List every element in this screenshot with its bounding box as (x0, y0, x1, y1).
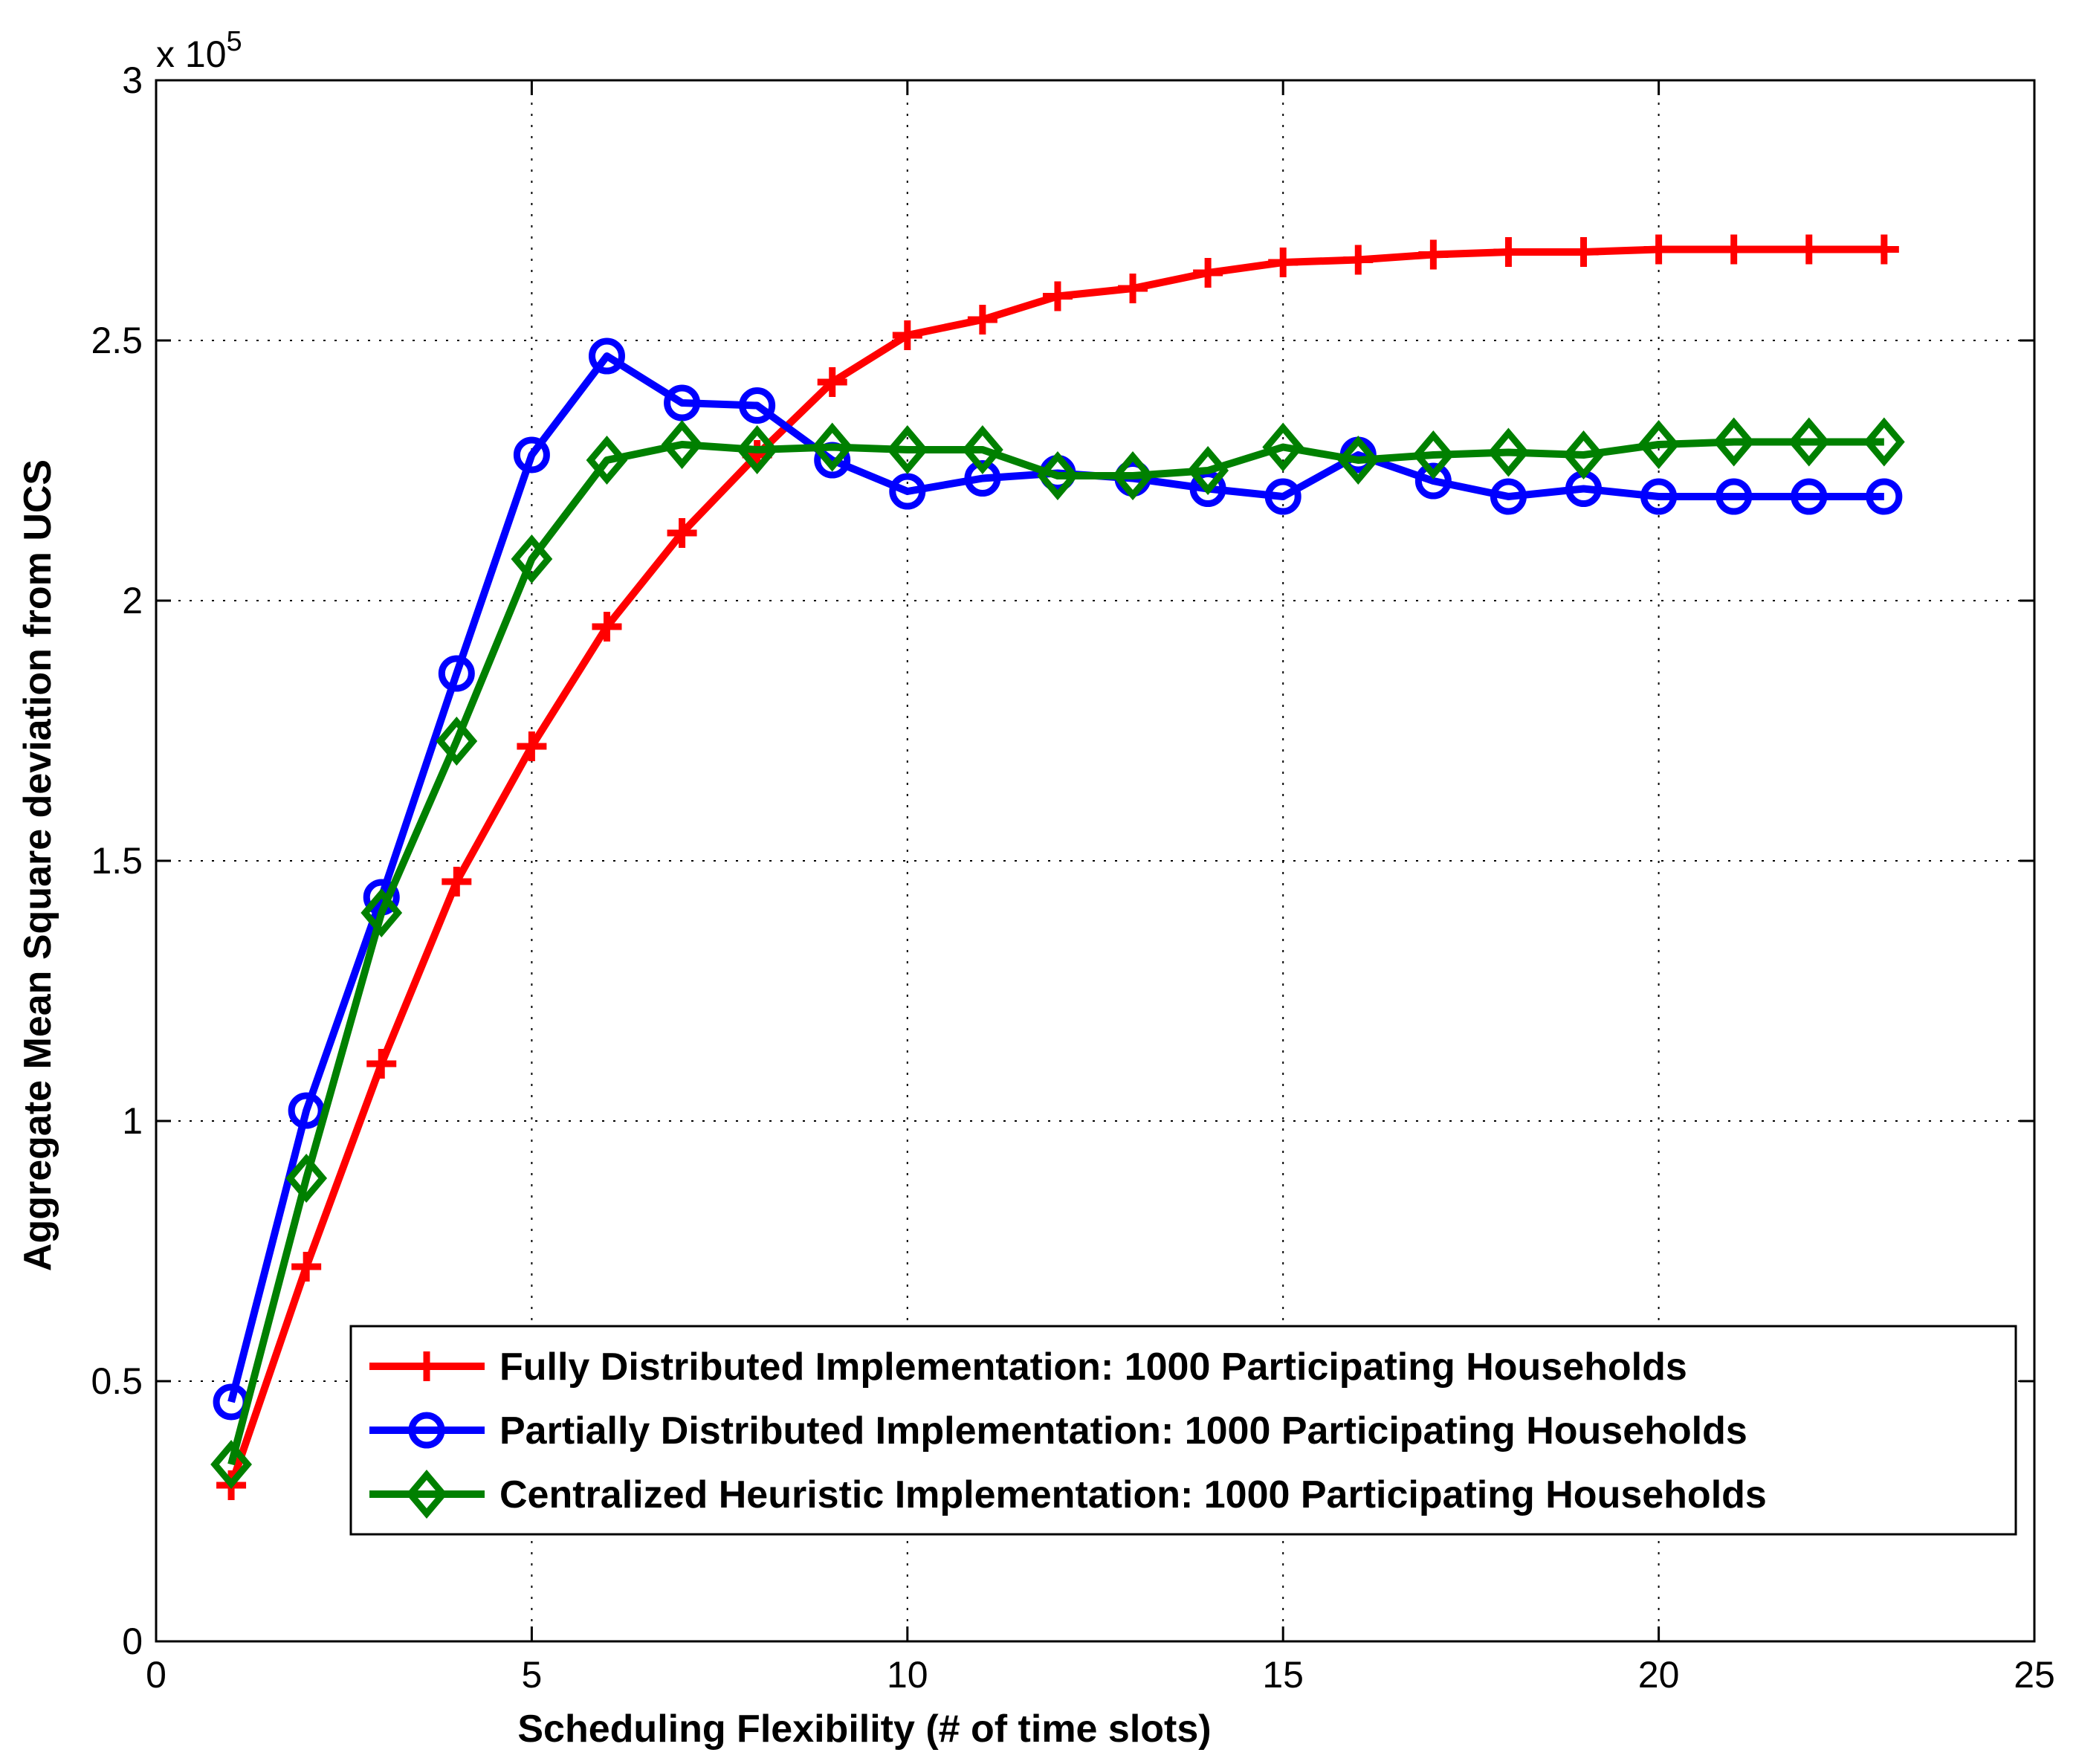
data-point-diamond (736, 425, 778, 474)
data-point-circle (1640, 478, 1678, 515)
data-point-diamond (1262, 422, 1304, 472)
legend: Fully Distributed Implementation: 1000 P… (349, 1325, 2017, 1536)
data-point-diamond (1713, 417, 1755, 467)
data-point-plus (442, 867, 472, 896)
y-tick-label: 2.5 (91, 320, 143, 361)
data-point-diamond (1112, 451, 1154, 500)
data-point-circle (1490, 478, 1527, 515)
data-point-plus (667, 518, 697, 548)
data-point-plus (967, 305, 997, 335)
legend-marker-circle (408, 1412, 445, 1449)
data-point-circle (1791, 478, 1828, 515)
data-point-plus (1568, 237, 1599, 267)
series-layer (210, 234, 1905, 1500)
data-point-plus (1268, 248, 1299, 277)
tick-labels: 0 5 10 15 20 25 0 0.5 1 1.5 2 2.5 3 (91, 59, 2054, 1696)
legend-label: Partially Distributed Implementation: 10… (499, 1409, 1747, 1453)
legend-box (349, 1325, 2017, 1536)
x-tick-label: 15 (1262, 1654, 1304, 1696)
legend-label: Fully Distributed Implementation: 1000 P… (499, 1345, 1687, 1389)
data-point-plus (517, 731, 547, 761)
data-point-plus (892, 320, 922, 350)
data-point-plus (1493, 237, 1524, 267)
data-point-diamond (811, 422, 853, 472)
x-tick-label: 25 (2014, 1654, 2055, 1696)
data-point-diamond (436, 717, 478, 766)
y-scale-base: x 10 (156, 33, 227, 75)
data-point-plus (366, 1049, 397, 1079)
x-tick-label: 20 (1638, 1654, 1680, 1696)
y-tick-label: 3 (122, 59, 143, 101)
legend-label: Centralized Heuristic Implementation: 10… (499, 1473, 1767, 1516)
data-point-diamond (1412, 430, 1455, 479)
series-diamond (210, 417, 1905, 1489)
data-point-diamond (511, 534, 553, 584)
legend-entry: Partially Distributed Implementation: 10… (369, 1409, 1747, 1453)
data-point-plus (592, 612, 622, 642)
data-point-plus (1718, 234, 1749, 265)
series-line (227, 438, 1884, 1466)
y-tick-label: 2 (122, 580, 143, 621)
legend-entry: Centralized Heuristic Implementation: 10… (369, 1470, 1767, 1519)
data-point-circle (288, 1092, 325, 1129)
data-point-circle (1716, 478, 1753, 515)
data-point-plus (1343, 245, 1374, 275)
data-point-diamond (886, 425, 928, 474)
plot-frame (155, 79, 2036, 1643)
data-point-plus (1869, 234, 1899, 265)
y-axis-title: Aggregate Mean Square deviation from UCS (16, 459, 59, 1271)
legend-entry: Fully Distributed Implementation: 1000 P… (369, 1345, 1687, 1389)
data-point-plus (1042, 281, 1073, 311)
data-point-diamond (1487, 427, 1530, 477)
data-point-plus (291, 1252, 322, 1282)
data-point-diamond (1788, 417, 1830, 467)
data-point-circle (1414, 462, 1452, 500)
y-tick-label: 0.5 (91, 1360, 143, 1402)
legend-marker-diamond (406, 1470, 447, 1519)
data-point-diamond (360, 888, 403, 937)
data-point-plus (817, 367, 847, 397)
data-point-diamond (1037, 451, 1079, 500)
data-point-plus (1193, 258, 1223, 288)
y-scale-exponent: 5 (227, 26, 242, 57)
data-point-diamond (1562, 430, 1605, 479)
data-point-plus (1118, 274, 1148, 303)
legend-entries: Fully Distributed Implementation: 1000 P… (369, 1345, 1767, 1519)
data-point-diamond (1863, 417, 1905, 467)
x-tick-label: 10 (887, 1654, 928, 1696)
data-point-plus (1418, 239, 1449, 270)
data-point-diamond (961, 425, 1003, 474)
data-point-diamond (210, 1440, 252, 1489)
x-tick-label: 0 (146, 1654, 166, 1696)
data-point-plus (1643, 234, 1674, 265)
y-tick-label: 1 (122, 1100, 143, 1142)
data-point-circle (964, 460, 1001, 497)
data-point-diamond (1187, 446, 1229, 495)
data-point-circle (739, 387, 776, 424)
data-point-diamond (1337, 436, 1380, 485)
series-plus (216, 234, 1899, 1500)
y-scale-label: x 105 (156, 26, 242, 75)
data-point-circle (1866, 478, 1903, 515)
y-tick-label: 1.5 (91, 840, 143, 882)
data-point-diamond (285, 1154, 328, 1203)
x-tick-label: 5 (521, 1654, 542, 1696)
data-point-diamond (661, 420, 703, 469)
data-point-circle (1264, 478, 1301, 515)
data-point-circle (513, 436, 550, 474)
data-point-circle (588, 337, 625, 375)
x-axis-title: Scheduling Flexibility (# of time slots) (517, 1708, 1211, 1751)
data-point-diamond (1637, 420, 1680, 469)
data-point-circle (664, 384, 701, 421)
data-point-circle (438, 655, 475, 692)
y-tick-label: 0 (122, 1621, 143, 1662)
data-point-diamond (586, 436, 628, 485)
data-point-circle (889, 473, 926, 510)
legend-marker-plus (412, 1351, 442, 1381)
data-point-plus (1794, 234, 1824, 265)
